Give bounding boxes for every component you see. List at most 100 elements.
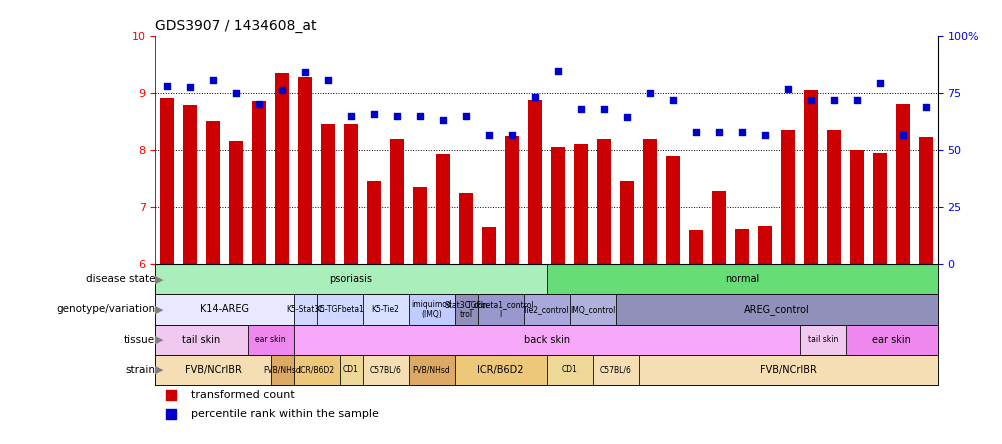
Bar xyxy=(734,229,748,265)
Point xyxy=(343,112,359,119)
Bar xyxy=(592,355,638,385)
Text: AREG_control: AREG_control xyxy=(743,304,809,315)
Bar xyxy=(367,182,381,265)
Point xyxy=(158,82,174,89)
Bar xyxy=(390,139,404,265)
Point xyxy=(895,131,911,138)
Bar xyxy=(362,355,408,385)
Text: percentile rank within the sample: percentile rank within the sample xyxy=(190,408,378,419)
Bar xyxy=(845,325,937,355)
Text: FVB/NCrIBR: FVB/NCrIBR xyxy=(760,365,816,375)
Bar xyxy=(294,294,317,325)
Text: tail skin: tail skin xyxy=(807,335,837,344)
Bar xyxy=(850,150,864,265)
Text: K14-AREG: K14-AREG xyxy=(199,305,248,314)
Bar xyxy=(155,265,546,294)
Point xyxy=(435,117,451,124)
Point xyxy=(504,131,520,138)
Bar xyxy=(344,124,358,265)
Bar xyxy=(294,355,340,385)
Point xyxy=(780,85,796,92)
Point xyxy=(204,77,220,84)
Bar xyxy=(271,355,294,385)
Bar xyxy=(247,325,294,355)
Point xyxy=(641,89,657,96)
Point xyxy=(181,83,197,91)
Point xyxy=(458,112,474,119)
Text: strain: strain xyxy=(125,365,155,375)
Point xyxy=(274,86,290,93)
Bar xyxy=(275,73,289,265)
Point xyxy=(664,97,680,104)
Bar xyxy=(546,265,937,294)
Bar xyxy=(642,139,656,265)
Bar xyxy=(919,137,932,265)
Bar xyxy=(294,325,799,355)
Bar xyxy=(362,294,408,325)
Point xyxy=(366,111,382,118)
Point xyxy=(481,131,497,138)
Bar xyxy=(477,294,523,325)
Bar xyxy=(321,124,335,265)
Bar xyxy=(546,355,592,385)
Bar xyxy=(205,121,219,265)
Text: psoriasis: psoriasis xyxy=(330,274,372,285)
Text: imiquimod
(IMQ): imiquimod (IMQ) xyxy=(411,300,452,319)
Bar xyxy=(615,294,937,325)
Point xyxy=(549,67,565,75)
Point xyxy=(163,392,179,399)
Bar xyxy=(252,101,266,265)
Bar xyxy=(317,294,362,325)
Bar xyxy=(505,136,518,265)
Point xyxy=(872,79,888,87)
Bar xyxy=(896,104,909,265)
Point xyxy=(826,97,842,104)
Bar xyxy=(408,294,454,325)
Bar xyxy=(873,153,887,265)
Bar xyxy=(619,182,633,265)
Text: normal: normal xyxy=(724,274,759,285)
Point xyxy=(163,410,179,417)
Text: ICR/B6D2: ICR/B6D2 xyxy=(299,365,335,374)
Bar xyxy=(459,193,473,265)
Text: FVB/NCrIBR: FVB/NCrIBR xyxy=(184,365,241,375)
Bar xyxy=(638,355,937,385)
Bar xyxy=(596,139,610,265)
Bar xyxy=(569,294,615,325)
Bar xyxy=(454,294,477,325)
Bar xyxy=(413,187,427,265)
Text: ear skin: ear skin xyxy=(255,335,286,344)
Bar xyxy=(155,325,247,355)
Bar xyxy=(482,227,496,265)
Text: FVB/NHsd: FVB/NHsd xyxy=(412,365,450,374)
Point xyxy=(412,112,428,119)
Text: GDS3907 / 1434608_at: GDS3907 / 1434608_at xyxy=(155,19,317,33)
Point xyxy=(849,97,865,104)
Bar xyxy=(688,230,702,265)
Text: C57BL/6: C57BL/6 xyxy=(370,365,401,374)
Point xyxy=(250,101,267,108)
Bar xyxy=(804,90,818,265)
Bar xyxy=(758,226,772,265)
Point xyxy=(618,113,634,120)
Text: ▶: ▶ xyxy=(155,334,163,345)
Text: C57BL/6: C57BL/6 xyxy=(599,365,631,374)
Bar xyxy=(408,355,454,385)
Bar xyxy=(799,325,845,355)
Text: transformed count: transformed count xyxy=(190,390,295,400)
Text: Tie2_control: Tie2_control xyxy=(523,305,569,314)
Bar xyxy=(711,190,725,265)
Text: tissue: tissue xyxy=(124,334,155,345)
Point xyxy=(757,131,773,138)
Text: ▶: ▶ xyxy=(155,274,163,285)
Point xyxy=(733,128,749,135)
Bar xyxy=(160,99,173,265)
Point xyxy=(572,105,588,112)
Text: disease state: disease state xyxy=(85,274,155,285)
Point xyxy=(687,128,703,135)
Text: ▶: ▶ xyxy=(155,305,163,314)
Text: IMQ_control: IMQ_control xyxy=(569,305,615,314)
Text: ICR/B6D2: ICR/B6D2 xyxy=(477,365,523,375)
Text: Stat3C_con
trol: Stat3C_con trol xyxy=(444,300,487,319)
Bar xyxy=(523,294,569,325)
